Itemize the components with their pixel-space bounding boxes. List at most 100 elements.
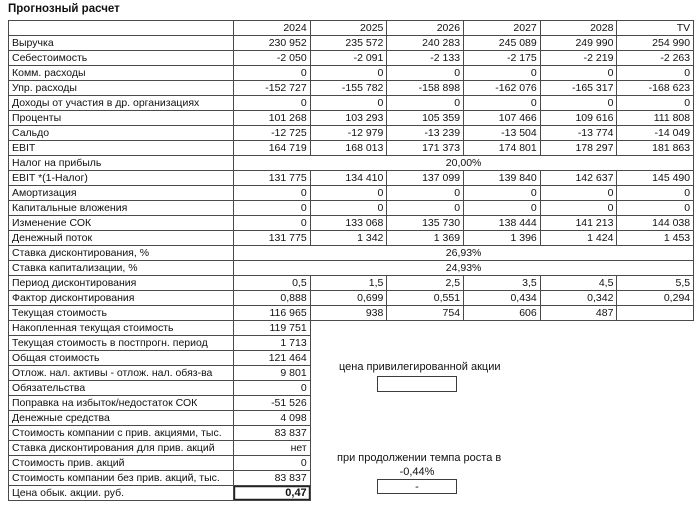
value-cell[interactable]: 141 213: [540, 216, 618, 231]
value-cell[interactable]: 235 572: [310, 36, 388, 51]
value-cell[interactable]: -162 076: [464, 81, 541, 96]
value-cell[interactable]: 119 751: [234, 321, 311, 336]
column-header-cell[interactable]: TV: [617, 21, 695, 36]
column-header-cell[interactable]: 2027: [464, 21, 541, 36]
value-cell[interactable]: 606: [464, 306, 541, 321]
row-label-cell[interactable]: Текущая стоимость: [9, 306, 234, 321]
value-cell[interactable]: нет: [234, 441, 311, 456]
value-cell[interactable]: 109 616: [540, 111, 618, 126]
value-cell[interactable]: -165 317: [540, 81, 618, 96]
value-cell[interactable]: -13 774: [540, 126, 618, 141]
row-label-cell[interactable]: Ставка капитализации, %: [9, 261, 234, 276]
row-label-cell[interactable]: Стоимость компании без прив. акций, тыс.: [9, 471, 234, 486]
pref-share-price-box[interactable]: [377, 376, 457, 392]
value-cell[interactable]: 0: [540, 66, 618, 81]
row-label-cell[interactable]: Накопленная текущая стоимость: [9, 321, 234, 336]
row-label-cell[interactable]: Поправка на избыток/недостаток СОК: [9, 396, 234, 411]
value-cell[interactable]: 754: [387, 306, 465, 321]
value-cell[interactable]: 1,5: [310, 276, 388, 291]
value-cell[interactable]: 174 801: [464, 141, 541, 156]
row-label-cell[interactable]: Себестоимость: [9, 51, 234, 66]
value-cell[interactable]: 254 990: [617, 36, 695, 51]
value-cell[interactable]: 230 952: [234, 36, 311, 51]
value-cell[interactable]: 83 837: [234, 471, 311, 486]
value-cell[interactable]: 0: [310, 96, 388, 111]
row-label-cell[interactable]: Стоимость прив. акций: [9, 456, 234, 471]
value-cell[interactable]: 4 098: [234, 411, 311, 426]
row-label-cell[interactable]: Денежные средства: [9, 411, 234, 426]
row-label-cell[interactable]: Фактор дисконтирования: [9, 291, 234, 306]
value-cell[interactable]: 0: [464, 201, 541, 216]
value-cell[interactable]: 4,5: [540, 276, 618, 291]
value-cell[interactable]: 131 775: [234, 231, 311, 246]
value-cell[interactable]: 0: [234, 66, 311, 81]
column-header-cell[interactable]: 2026: [387, 21, 465, 36]
value-cell[interactable]: -2 050: [234, 51, 311, 66]
row-label-cell[interactable]: Комм. расходы: [9, 66, 234, 81]
value-cell[interactable]: 1 713: [234, 336, 311, 351]
value-cell[interactable]: 0,294: [617, 291, 695, 306]
value-cell[interactable]: 1 369: [387, 231, 465, 246]
value-cell[interactable]: 2,5: [387, 276, 465, 291]
row-label-cell[interactable]: EBIT: [9, 141, 234, 156]
value-cell[interactable]: 1 342: [310, 231, 388, 246]
value-cell[interactable]: -2 091: [310, 51, 388, 66]
column-header-cell[interactable]: 2025: [310, 21, 388, 36]
row-label-cell[interactable]: Общая стоимость: [9, 351, 234, 366]
row-label-cell[interactable]: Изменение СОК: [9, 216, 234, 231]
terminal-growth-box[interactable]: -: [377, 479, 457, 494]
value-cell[interactable]: 240 283: [387, 36, 465, 51]
value-cell[interactable]: 9 801: [234, 366, 311, 381]
value-cell[interactable]: -168 623: [617, 81, 695, 96]
row-label-cell[interactable]: Налог на прибыль: [9, 156, 234, 171]
value-cell[interactable]: 145 490: [617, 171, 695, 186]
value-cell[interactable]: 245 089: [464, 36, 541, 51]
value-cell[interactable]: 0: [234, 186, 311, 201]
value-cell[interactable]: 0,5: [234, 276, 311, 291]
value-cell[interactable]: 135 730: [387, 216, 465, 231]
value-cell[interactable]: 168 013: [310, 141, 388, 156]
row-label-cell[interactable]: Период дисконтирования: [9, 276, 234, 291]
value-cell[interactable]: 1 424: [540, 231, 618, 246]
merged-value-cell[interactable]: 20,00%: [234, 156, 695, 171]
value-cell[interactable]: -13 239: [387, 126, 465, 141]
row-label-cell[interactable]: Текущая стоимость в постпрогн. период: [9, 336, 234, 351]
value-cell[interactable]: -51 526: [234, 396, 311, 411]
value-cell[interactable]: 0: [234, 216, 311, 231]
value-cell[interactable]: [617, 306, 695, 321]
row-label-cell[interactable]: Цена обык. акции. руб.: [9, 486, 234, 501]
value-cell[interactable]: 0,342: [540, 291, 618, 306]
row-label-cell[interactable]: Денежный поток: [9, 231, 234, 246]
row-label-cell[interactable]: Отлож. нал. активы - отлож. нал. обяз-ва: [9, 366, 234, 381]
value-cell[interactable]: 0: [540, 186, 618, 201]
value-cell[interactable]: 105 359: [387, 111, 465, 126]
value-cell[interactable]: 0: [310, 66, 388, 81]
column-header-cell[interactable]: 2028: [540, 21, 618, 36]
value-cell[interactable]: -14 049: [617, 126, 695, 141]
value-cell[interactable]: 164 719: [234, 141, 311, 156]
value-cell[interactable]: 0: [464, 186, 541, 201]
row-label-cell[interactable]: Амортизация: [9, 186, 234, 201]
value-cell[interactable]: -12 979: [310, 126, 388, 141]
value-cell[interactable]: -158 898: [387, 81, 465, 96]
value-cell[interactable]: 0,47: [234, 486, 311, 501]
value-cell[interactable]: 142 637: [540, 171, 618, 186]
row-label-cell[interactable]: Ставка дисконтирования, %: [9, 246, 234, 261]
value-cell[interactable]: 487: [540, 306, 618, 321]
value-cell[interactable]: 111 808: [617, 111, 695, 126]
value-cell[interactable]: 5,5: [617, 276, 695, 291]
row-label-cell[interactable]: Обязательства: [9, 381, 234, 396]
row-label-cell[interactable]: EBIT *(1-Налог): [9, 171, 234, 186]
value-cell[interactable]: 0,699: [310, 291, 388, 306]
value-cell[interactable]: 0,551: [387, 291, 465, 306]
value-cell[interactable]: 0: [310, 201, 388, 216]
column-header-cell[interactable]: 2024: [234, 21, 311, 36]
value-cell[interactable]: 83 837: [234, 426, 311, 441]
value-cell[interactable]: 0: [387, 201, 465, 216]
value-cell[interactable]: 3,5: [464, 276, 541, 291]
value-cell[interactable]: 116 965: [234, 306, 311, 321]
value-cell[interactable]: 101 268: [234, 111, 311, 126]
row-label-cell[interactable]: Проценты: [9, 111, 234, 126]
value-cell[interactable]: 249 990: [540, 36, 618, 51]
corner-cell[interactable]: [9, 21, 234, 36]
